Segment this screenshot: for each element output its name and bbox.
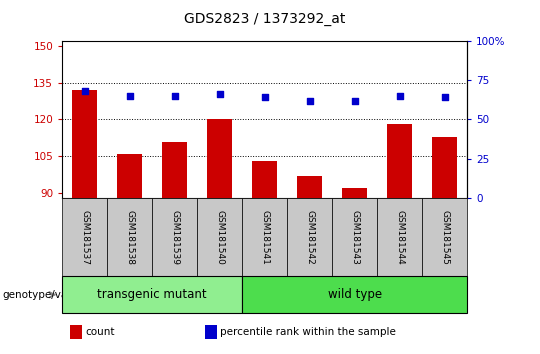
Point: [80, 88, 89, 94]
Point: [125, 93, 134, 99]
Text: GSM181539: GSM181539: [170, 210, 179, 265]
Text: count: count: [85, 327, 115, 337]
Text: GSM181538: GSM181538: [125, 210, 134, 265]
Point: [215, 91, 224, 97]
Point: [350, 98, 359, 103]
Point: [440, 95, 449, 100]
Bar: [252, 161, 277, 198]
Bar: [387, 124, 412, 198]
Text: GSM181543: GSM181543: [350, 210, 359, 265]
Text: GSM181545: GSM181545: [440, 210, 449, 265]
Bar: [72, 90, 97, 198]
Text: GSM181541: GSM181541: [260, 210, 269, 265]
Text: transgenic mutant: transgenic mutant: [97, 288, 207, 301]
Bar: [207, 120, 232, 198]
Text: percentile rank within the sample: percentile rank within the sample: [220, 327, 396, 337]
Text: GDS2823 / 1373292_at: GDS2823 / 1373292_at: [184, 12, 345, 27]
Point: [395, 93, 404, 99]
Point: [260, 95, 269, 100]
Bar: [432, 137, 457, 198]
Text: GSM181544: GSM181544: [395, 210, 404, 264]
Text: GSM181542: GSM181542: [305, 210, 314, 264]
Bar: [117, 154, 142, 198]
Text: genotype/variation: genotype/variation: [3, 290, 102, 300]
Point: [170, 93, 179, 99]
Text: wild type: wild type: [328, 288, 382, 301]
Bar: [342, 188, 367, 198]
Text: GSM181537: GSM181537: [80, 210, 89, 265]
Text: GSM181540: GSM181540: [215, 210, 224, 265]
Bar: [162, 142, 187, 198]
Point: [305, 98, 314, 103]
Bar: [297, 176, 322, 198]
